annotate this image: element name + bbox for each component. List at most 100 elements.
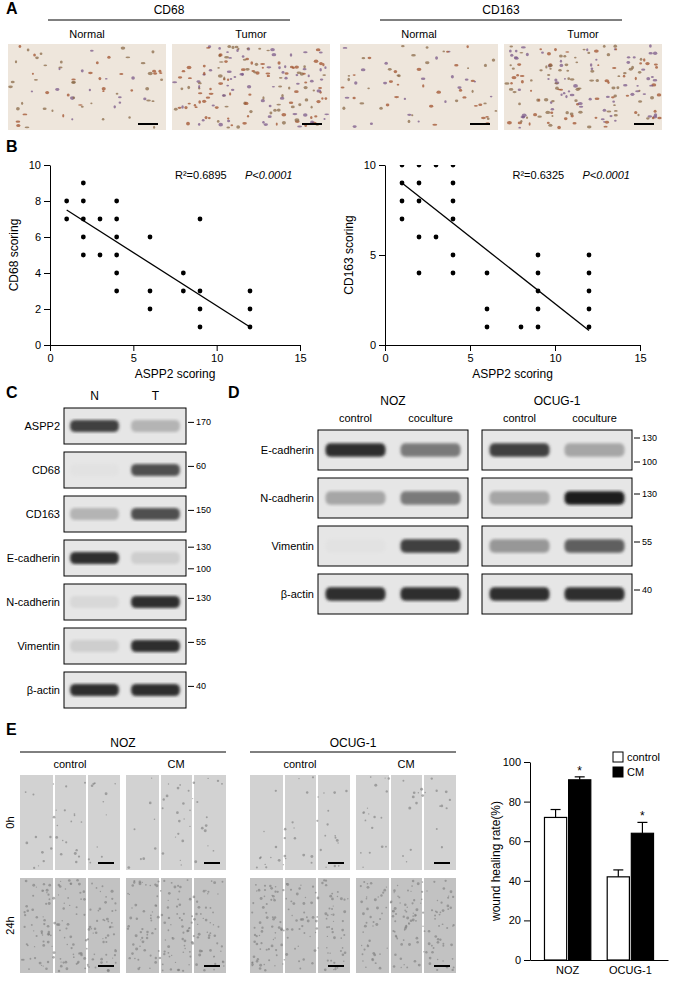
texture [88, 966, 90, 968]
texture [452, 958, 454, 960]
texture [76, 963, 78, 965]
point [400, 199, 405, 204]
texture [337, 842, 338, 843]
cell [520, 120, 522, 123]
cell [354, 81, 357, 85]
texture [109, 926, 111, 928]
tick: 5 [467, 345, 473, 364]
texture [31, 924, 33, 926]
cell [467, 67, 469, 69]
texture [171, 955, 172, 956]
tick: 5 [370, 249, 385, 261]
tick-label: 15 [634, 352, 646, 364]
texture [362, 953, 364, 955]
texture [410, 849, 412, 851]
texture [146, 934, 148, 936]
cell [302, 73, 305, 75]
group-title: CD68 [154, 3, 185, 17]
texture [52, 897, 55, 900]
texture [323, 792, 325, 794]
blot-strip [482, 478, 632, 518]
cell [182, 70, 185, 72]
texture [89, 862, 91, 864]
texture [64, 937, 66, 939]
tick-mark [217, 345, 218, 351]
cell [457, 86, 461, 89]
texture [303, 912, 305, 914]
cell [384, 62, 387, 65]
texture [437, 941, 440, 944]
texture [275, 886, 277, 888]
cell [277, 108, 281, 111]
cell [595, 97, 600, 100]
texture [394, 907, 397, 910]
cell [570, 94, 575, 97]
cell [231, 46, 234, 49]
marker-label: 170 [196, 417, 211, 427]
texture [43, 965, 44, 966]
texture [274, 916, 276, 918]
cell [530, 79, 533, 81]
texture [134, 904, 137, 907]
cell [51, 110, 53, 113]
cell [343, 47, 348, 49]
texture [334, 865, 336, 867]
texture [179, 917, 181, 919]
texture [331, 898, 334, 901]
texture [28, 968, 30, 970]
cell [321, 97, 323, 100]
cell [172, 81, 177, 83]
cell [102, 118, 105, 121]
texture [142, 940, 145, 943]
texture [413, 899, 415, 901]
cell [195, 106, 198, 108]
cell [394, 70, 398, 73]
cell [229, 92, 231, 95]
cell [421, 77, 425, 80]
texture [154, 818, 156, 820]
cell [615, 48, 617, 50]
group-title: CD163 [482, 3, 520, 17]
point [485, 271, 490, 276]
texture [347, 898, 348, 899]
texture [165, 939, 166, 940]
texture [285, 858, 287, 860]
cell [198, 123, 200, 126]
texture [214, 935, 216, 937]
texture [444, 880, 446, 882]
image-label: Normal [401, 28, 436, 40]
cell [631, 66, 634, 70]
texture [362, 912, 365, 915]
texture [80, 952, 83, 955]
texture [76, 849, 78, 851]
cell [389, 80, 393, 83]
texture [280, 944, 283, 947]
error-stem [618, 870, 619, 877]
cell [187, 86, 190, 89]
texture [192, 798, 193, 799]
texture [371, 827, 373, 829]
cell [269, 105, 272, 107]
texture [259, 857, 261, 859]
texture [266, 903, 268, 905]
blot-background [64, 408, 186, 444]
texture [446, 927, 448, 929]
cell [32, 73, 34, 75]
image-divider [389, 775, 391, 870]
texture [390, 901, 392, 903]
cell [247, 85, 251, 89]
texture [311, 962, 313, 964]
texture [400, 958, 402, 960]
blot-strip [318, 526, 468, 566]
cell [474, 81, 476, 83]
texture [163, 798, 165, 800]
texture [70, 883, 72, 885]
cell [296, 83, 300, 85]
texture [77, 961, 80, 964]
texture [209, 949, 212, 952]
cell [102, 87, 106, 90]
cell [143, 98, 146, 101]
texture [221, 881, 223, 883]
point [485, 307, 490, 312]
texture [140, 931, 142, 933]
